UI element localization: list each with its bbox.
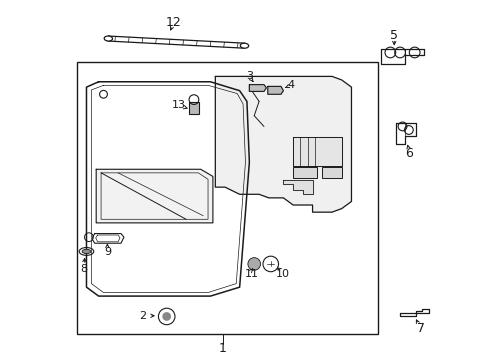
Text: 8: 8 [81, 264, 87, 274]
Bar [292, 167, 317, 178]
Text: 6: 6 [404, 147, 412, 160]
Text: 5: 5 [389, 29, 397, 42]
Polygon shape [292, 137, 341, 166]
Ellipse shape [240, 43, 248, 48]
Text: 3: 3 [245, 71, 252, 81]
Polygon shape [395, 123, 415, 144]
Bar [322, 167, 341, 178]
Polygon shape [283, 180, 312, 194]
Polygon shape [399, 309, 428, 316]
Polygon shape [86, 82, 249, 296]
Polygon shape [108, 36, 244, 48]
Text: 13: 13 [171, 100, 185, 110]
Text: 10: 10 [275, 269, 289, 279]
Circle shape [162, 312, 171, 321]
Text: 7: 7 [416, 322, 424, 335]
Text: 11: 11 [245, 269, 259, 279]
Circle shape [247, 258, 260, 270]
Polygon shape [249, 85, 266, 91]
Text: 9: 9 [103, 247, 111, 257]
Ellipse shape [82, 249, 91, 253]
Polygon shape [92, 234, 123, 243]
Polygon shape [215, 76, 351, 212]
Bar [188, 103, 199, 114]
Bar [77, 62, 377, 334]
Polygon shape [267, 86, 283, 94]
Polygon shape [380, 49, 424, 64]
Ellipse shape [104, 36, 112, 41]
Text: 12: 12 [166, 15, 182, 28]
Text: 4: 4 [286, 80, 294, 90]
Polygon shape [96, 169, 212, 223]
Text: 2: 2 [139, 311, 145, 321]
Text: 1: 1 [218, 342, 226, 355]
